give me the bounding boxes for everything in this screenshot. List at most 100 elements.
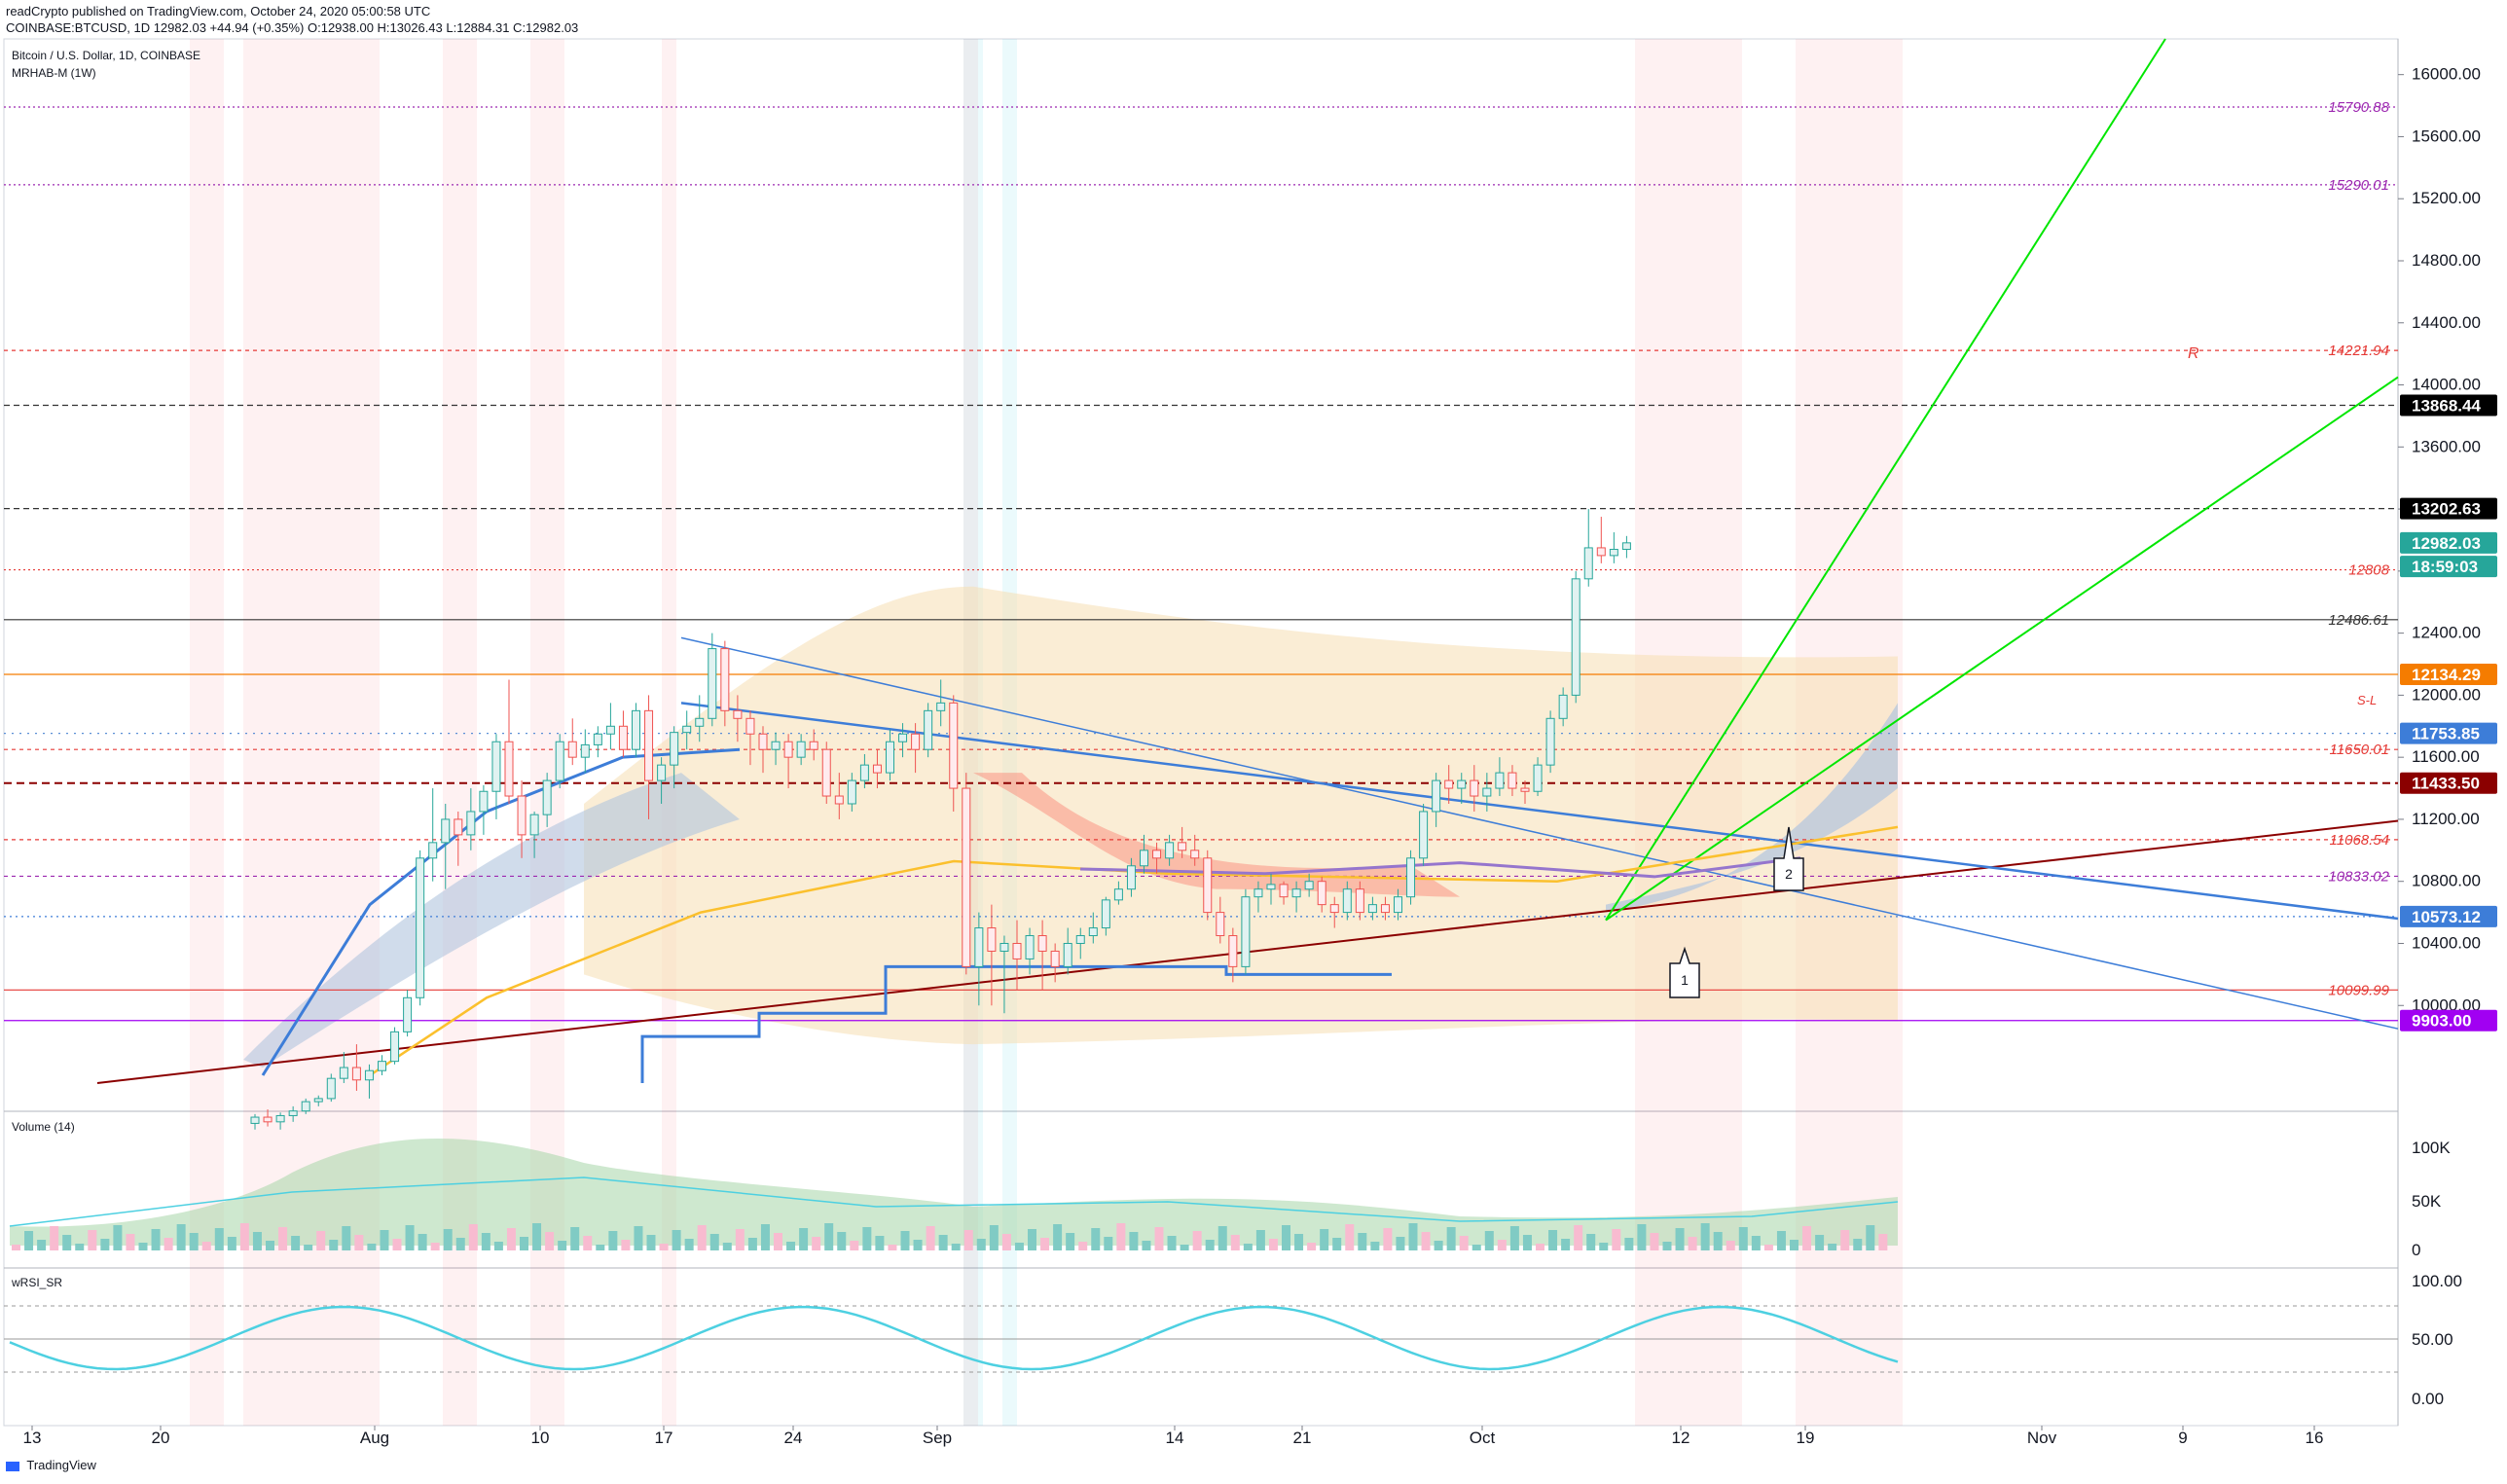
price-tick-label: 15200.00: [2412, 189, 2481, 207]
candle-body: [1470, 779, 1479, 797]
volume-bar: [1586, 1234, 1596, 1250]
candle-body: [1126, 865, 1136, 890]
candle-body: [644, 709, 654, 781]
time-tick-label: Nov: [2027, 1429, 2057, 1447]
price-label-text: 12134.29: [2412, 666, 2481, 684]
stop-loss-label: S-L: [2357, 693, 2377, 707]
volume-bar: [1738, 1227, 1748, 1250]
volume-bar: [1790, 1240, 1798, 1250]
volume-bar: [1307, 1243, 1317, 1250]
candle-body: [1533, 764, 1543, 792]
volume-bar: [1866, 1225, 1875, 1250]
candle-body: [771, 741, 781, 750]
candle-body: [275, 1114, 285, 1123]
candle-body: [1508, 772, 1517, 789]
candle-body: [632, 709, 640, 750]
volume-bar: [1078, 1242, 1088, 1250]
price-label-text: 11068.54: [2330, 832, 2389, 849]
candle-body: [657, 764, 667, 781]
volume-bar: [672, 1230, 681, 1250]
volume-tick-label: 100K: [2412, 1139, 2451, 1157]
candle-body: [403, 996, 413, 1032]
volume-bar: [62, 1235, 72, 1250]
candle-body: [1025, 935, 1035, 959]
tradingview-logo-icon: [6, 1461, 19, 1471]
candle-body: [1178, 842, 1187, 851]
volume-bar: [252, 1232, 262, 1250]
volume-bar: [1421, 1232, 1431, 1250]
price-label-box: [2400, 722, 2497, 744]
volume-bar: [201, 1242, 211, 1250]
volume-bar: [37, 1240, 47, 1250]
volume-bar: [50, 1226, 59, 1250]
volume-bar: [963, 1230, 973, 1250]
candle-body: [872, 764, 882, 774]
volume-bar: [113, 1225, 123, 1250]
candle-body: [1583, 547, 1593, 580]
volume-bar: [1675, 1228, 1685, 1250]
candle-body: [1254, 888, 1263, 898]
volume-bar: [608, 1231, 618, 1250]
volume-bar: [1561, 1239, 1571, 1250]
candle-body: [1266, 884, 1276, 890]
candle-body: [1380, 904, 1390, 914]
price-label-text: 14221.94: [2328, 343, 2389, 359]
candle-body: [1329, 904, 1339, 914]
candle-body: [733, 709, 743, 719]
price-tick-label: 14400.00: [2412, 313, 2481, 332]
candle-body: [618, 725, 628, 750]
volume-bar: [596, 1245, 605, 1250]
candle-body: [1520, 787, 1530, 792]
candle-body: [1621, 542, 1631, 551]
candle-body: [821, 748, 831, 797]
volume-bar: [774, 1233, 782, 1250]
volume-bar: [1180, 1245, 1189, 1250]
time-tick-label: Aug: [360, 1429, 389, 1447]
volume-bar: [1700, 1223, 1710, 1250]
volume-bar: [468, 1224, 478, 1250]
candle-body: [796, 741, 806, 758]
candle-body: [517, 795, 527, 836]
highlight-band: [662, 39, 676, 1426]
volume-bar: [12, 1245, 20, 1250]
candle-body: [1291, 888, 1301, 898]
volume-bar: [1853, 1239, 1863, 1250]
volume-bar: [659, 1244, 669, 1250]
price-label-text: 12808: [2348, 562, 2389, 579]
candle-body: [542, 779, 552, 815]
price-tick-label: 16000.00: [2412, 65, 2481, 84]
volume-bar: [227, 1237, 236, 1250]
volume-bar: [583, 1236, 593, 1250]
volume-bar: [722, 1243, 732, 1250]
candle-body: [1596, 547, 1606, 557]
volume-bar: [1192, 1231, 1202, 1250]
volume-bar: [164, 1238, 173, 1250]
volume-bar: [1294, 1234, 1304, 1250]
candle-body: [1075, 935, 1085, 944]
volume-bar: [239, 1223, 249, 1250]
volume-bar: [1014, 1243, 1024, 1250]
price-label-text: 18:59:03: [2412, 558, 2478, 576]
volume-bar: [291, 1236, 301, 1250]
volume-bar: [1828, 1244, 1837, 1250]
volume-bar: [786, 1242, 796, 1250]
volume-bar: [1509, 1226, 1519, 1250]
volume-bar: [380, 1230, 389, 1250]
volume-bar: [1637, 1224, 1647, 1250]
candle-body: [949, 702, 959, 789]
volume-bar: [1230, 1235, 1240, 1250]
price-label-box: [2400, 394, 2497, 416]
price-chart[interactable]: 16000.00 15600.00 15200.00 14800.00 14400.00…: [0, 34, 2507, 1484]
volume-bar: [1205, 1240, 1215, 1250]
volume-bar: [520, 1237, 528, 1250]
volume-bar: [1142, 1241, 1151, 1250]
publish-info: readCrypto published on TradingView.com,…: [6, 4, 431, 18]
price-tick-label: 14000.00: [2412, 376, 2481, 394]
volume-bar: [506, 1228, 516, 1250]
time-tick-label: 10: [531, 1429, 550, 1447]
volume-bar: [684, 1239, 694, 1250]
volume-bar: [938, 1235, 948, 1250]
price-label-text: 11433.50: [2412, 775, 2480, 793]
price-tick-label: 12000.00: [2412, 685, 2481, 704]
time-tick-label: 21: [1293, 1429, 1312, 1447]
